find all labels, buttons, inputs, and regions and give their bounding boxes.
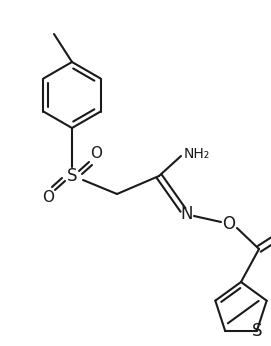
Text: S: S	[67, 167, 77, 185]
Text: O: O	[42, 191, 54, 206]
Text: N: N	[181, 205, 193, 223]
Text: S: S	[251, 322, 262, 340]
Text: NH₂: NH₂	[184, 147, 210, 161]
Text: O: O	[222, 215, 235, 233]
Text: O: O	[90, 146, 102, 162]
